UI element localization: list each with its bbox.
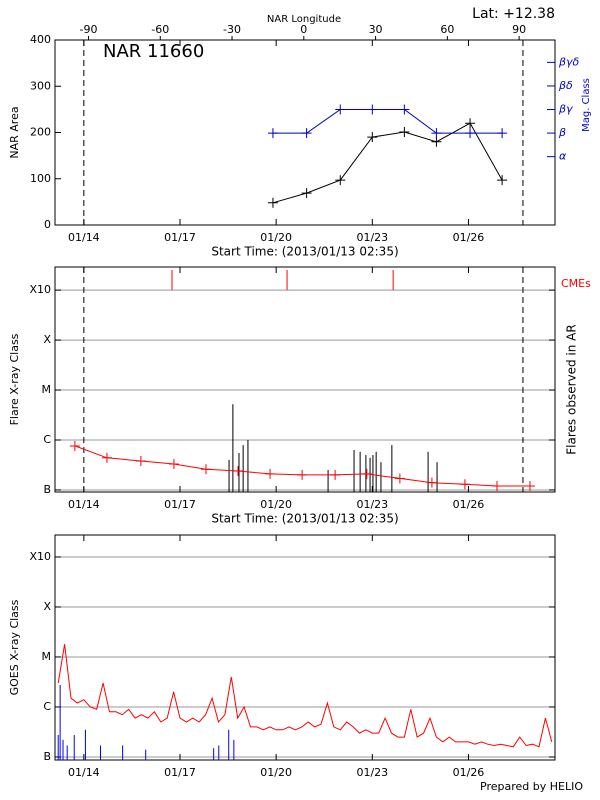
y-tick-label: X (43, 600, 51, 613)
y2-axis-label: Mag. Class (581, 78, 592, 132)
y-tick-label: M (42, 650, 52, 663)
marker (335, 175, 346, 186)
y-tick-label: C (43, 433, 51, 446)
x-tick-label: 01/17 (164, 766, 196, 779)
y-tick-label: 200 (30, 126, 51, 139)
y2-tick-label: β (558, 126, 566, 139)
series-line (57, 644, 553, 748)
y-axis-label: NAR Area (8, 106, 21, 158)
y-tick-label: B (43, 750, 51, 763)
y-tick-label: X10 (29, 283, 51, 296)
x2-tick-label: 0 (300, 23, 307, 36)
annotation: NAR 11660 (103, 41, 204, 62)
y-axis-label: GOES X-ray Class (8, 599, 21, 695)
marker (431, 128, 442, 139)
y2-tick-label: α (559, 150, 567, 163)
y2-tick-label: βγ (558, 103, 573, 116)
marker (497, 128, 508, 139)
marker (330, 469, 341, 480)
plot-frame (54, 534, 556, 761)
series-line (272, 122, 503, 204)
y-tick-label: 100 (30, 172, 51, 185)
marker (394, 473, 405, 484)
footer: Prepared by HELIO (480, 780, 583, 793)
x2-tick-label: 30 (369, 23, 383, 36)
marker (267, 128, 278, 139)
x2-tick-label: -30 (223, 23, 241, 36)
marker (431, 136, 442, 147)
x-axis-label: Start Time: (2013/01/13 02:35) (211, 512, 398, 526)
marker (135, 455, 146, 466)
marker (465, 118, 476, 129)
x-tick-label: 01/17 (164, 498, 196, 511)
marker (491, 480, 502, 491)
plot-frame (54, 266, 556, 493)
x-tick-label: 01/17 (164, 231, 196, 244)
x2-tick-label: 90 (512, 23, 526, 36)
x-tick-label: 01/26 (453, 498, 485, 511)
x-tick-label: 01/23 (356, 766, 388, 779)
marker (297, 469, 308, 480)
y-tick-label: 300 (30, 79, 51, 92)
marker (399, 127, 410, 138)
y2-tick-label: βγδ (558, 55, 580, 68)
marker (361, 468, 372, 479)
marker (459, 479, 470, 490)
x-tick-label: 01/23 (356, 498, 388, 511)
marker (233, 465, 244, 476)
y2-axis-label: Flares observed in AR (565, 324, 579, 454)
y-tick-label: 0 (44, 218, 51, 231)
y-axis-label: Flare X-ray Class (8, 333, 21, 425)
x-tick-label: 01/14 (68, 498, 100, 511)
x-tick-label: 01/20 (260, 766, 292, 779)
marker (301, 128, 312, 139)
x-tick-label: 01/20 (260, 231, 292, 244)
x-tick-label: 01/23 (356, 231, 388, 244)
marker (367, 104, 378, 115)
x-axis-label: Start Time: (2013/01/13 02:35) (211, 245, 398, 259)
y-tick-label: B (43, 483, 51, 496)
marker (200, 464, 211, 475)
y-tick-label: C (43, 700, 51, 713)
marker (367, 132, 378, 143)
x2-axis-label: NAR Longitude (267, 14, 341, 25)
corner-text: Lat: +12.38 (472, 6, 555, 22)
marker (301, 188, 312, 199)
x-tick-label: 01/20 (260, 498, 292, 511)
x2-tick-label: 60 (440, 23, 454, 36)
x-tick-label: 01/26 (453, 231, 485, 244)
marker (101, 452, 112, 463)
y-tick-label: 400 (30, 33, 51, 46)
x-tick-label: 01/14 (68, 231, 100, 244)
series-line (272, 109, 503, 134)
marker (426, 477, 437, 488)
marker (168, 459, 179, 470)
marker (497, 175, 508, 186)
marker (69, 440, 80, 451)
marker (335, 104, 346, 115)
x2-tick-label: -60 (151, 23, 169, 36)
x2-tick-label: -90 (80, 23, 98, 36)
plot-frame (54, 39, 556, 226)
y-tick-label: M (42, 383, 52, 396)
marker (267, 197, 278, 208)
x-tick-label: 01/26 (453, 766, 485, 779)
y2-tick-label: βδ (558, 79, 573, 92)
series-line (74, 445, 530, 487)
marker (265, 468, 276, 479)
x-tick-label: 01/14 (68, 766, 100, 779)
marker (525, 480, 535, 491)
y-tick-label: X10 (29, 550, 51, 563)
legend-label: CMEs (561, 277, 591, 290)
marker (399, 104, 410, 115)
marker (465, 128, 476, 139)
y-tick-label: X (43, 333, 51, 346)
